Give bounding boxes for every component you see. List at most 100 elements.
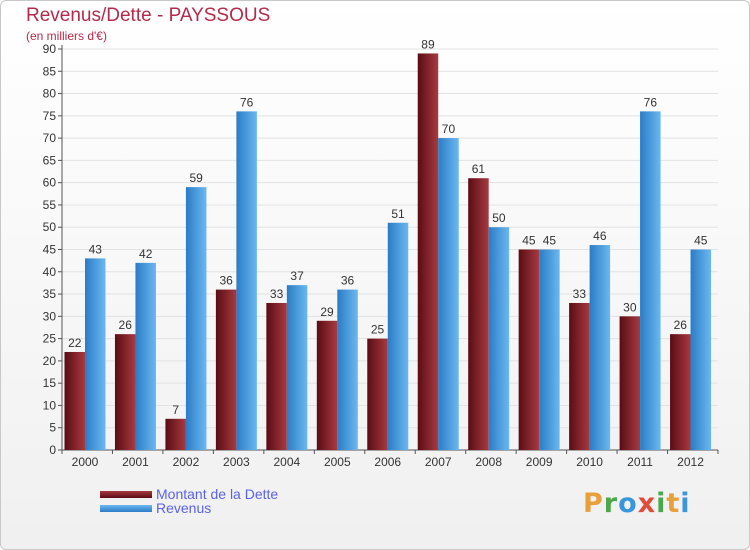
x-tick-label: 2008: [475, 455, 502, 469]
data-label: 36: [219, 274, 233, 288]
y-tick-label: 30: [43, 309, 57, 323]
bar-revenus: [387, 222, 409, 450]
data-label: 50: [492, 211, 506, 225]
logo-letter: r: [603, 488, 619, 519]
y-tick-label: 85: [43, 64, 57, 78]
y-tick-label: 50: [43, 220, 57, 234]
y-tick-label: 35: [43, 287, 57, 301]
x-tick-label: 2009: [526, 455, 553, 469]
data-label: 26: [674, 318, 688, 332]
data-label: 43: [89, 242, 103, 256]
data-label: 25: [371, 323, 385, 337]
data-label: 45: [543, 234, 557, 248]
y-tick-label: 20: [43, 354, 57, 368]
data-label: 22: [68, 336, 82, 350]
chart-title: Revenus/Dette - PAYSSOUS: [26, 5, 271, 26]
bar-revenus: [337, 289, 358, 450]
bar-dette: [569, 302, 590, 450]
bar-dette: [215, 289, 237, 450]
bar-dette: [417, 53, 439, 450]
logo-letter: i: [656, 488, 667, 519]
bar-revenus: [438, 138, 459, 450]
bar-dette: [64, 351, 85, 450]
bar-dette: [165, 418, 186, 450]
data-label: 26: [119, 318, 133, 332]
bar-revenus: [589, 245, 611, 450]
legend-swatch-dette: [100, 491, 152, 498]
data-label: 30: [623, 300, 637, 314]
y-tick-label: 90: [43, 42, 57, 56]
data-label: 61: [472, 162, 486, 176]
y-tick-label: 60: [43, 176, 57, 190]
x-tick-label: 2002: [173, 455, 200, 469]
bar-dette: [316, 320, 338, 450]
x-tick-label: 2011: [627, 455, 653, 469]
x-tick-label: 2001: [122, 455, 149, 469]
bar-revenus: [488, 227, 510, 450]
data-label: 51: [391, 207, 405, 221]
y-tick-label: 15: [43, 376, 57, 390]
y-tick-label: 45: [43, 243, 57, 257]
bar-revenus: [85, 258, 106, 450]
bar-dette: [367, 338, 388, 450]
data-label: 45: [694, 234, 708, 248]
bar-dette: [670, 334, 691, 450]
data-label: 42: [139, 247, 153, 261]
data-label: 70: [442, 122, 456, 136]
y-tick-label: 75: [43, 109, 57, 123]
y-tick-label: 70: [43, 131, 57, 145]
x-tick-label: 2005: [324, 455, 351, 469]
x-tick-label: 2004: [273, 455, 300, 469]
logo-letter: t: [666, 488, 681, 519]
bar-revenus: [185, 187, 207, 450]
chart-subtitle: (en milliers d'€): [26, 29, 107, 43]
data-label: 89: [421, 37, 435, 51]
data-label: 46: [593, 229, 607, 243]
legend-swatch-revenus: [100, 505, 152, 512]
data-label: 29: [320, 305, 334, 319]
bar-revenus: [640, 111, 661, 450]
data-label: 37: [290, 269, 304, 283]
bar-dette: [266, 302, 287, 450]
y-tick-label: 0: [49, 443, 56, 457]
bar-revenus: [236, 111, 257, 450]
logo-letter: o: [618, 488, 638, 519]
data-label: 59: [189, 171, 203, 185]
bar-dette: [518, 249, 540, 450]
x-tick-label: 2010: [576, 455, 603, 469]
data-label: 76: [240, 95, 254, 109]
legend-label-dette: Montant de la Dette: [156, 486, 279, 502]
bar-dette: [468, 178, 489, 450]
y-tick-label: 65: [43, 153, 57, 167]
x-tick-label: 2012: [677, 455, 704, 469]
data-label: 33: [270, 287, 284, 301]
logo-letter: P: [583, 488, 604, 519]
y-tick-label: 5: [49, 421, 56, 435]
data-label: 76: [644, 95, 658, 109]
y-tick-label: 40: [43, 265, 57, 279]
x-tick-label: 2007: [425, 455, 452, 469]
x-tick-label: 2000: [72, 455, 99, 469]
legend-label-revenus: Revenus: [156, 500, 212, 516]
data-label: 33: [573, 287, 587, 301]
bar-revenus: [690, 249, 712, 450]
y-tick-label: 25: [43, 332, 57, 346]
logo-letter: x: [637, 488, 657, 519]
bar-dette: [114, 334, 136, 450]
x-tick-label: 2006: [374, 455, 401, 469]
y-tick-label: 80: [43, 87, 57, 101]
data-label: 36: [341, 274, 355, 288]
logo-letter: i: [680, 488, 691, 519]
proxiti-logo: Proxiti: [583, 488, 691, 519]
bar-revenus: [539, 249, 560, 450]
data-label: 7: [172, 403, 179, 417]
bar-dette: [619, 316, 641, 450]
data-label: 45: [522, 234, 536, 248]
y-tick-label: 10: [43, 398, 57, 412]
bar-revenus: [135, 262, 156, 450]
bar-revenus: [286, 285, 308, 450]
x-tick-label: 2003: [223, 455, 250, 469]
y-tick-label: 55: [43, 198, 57, 212]
